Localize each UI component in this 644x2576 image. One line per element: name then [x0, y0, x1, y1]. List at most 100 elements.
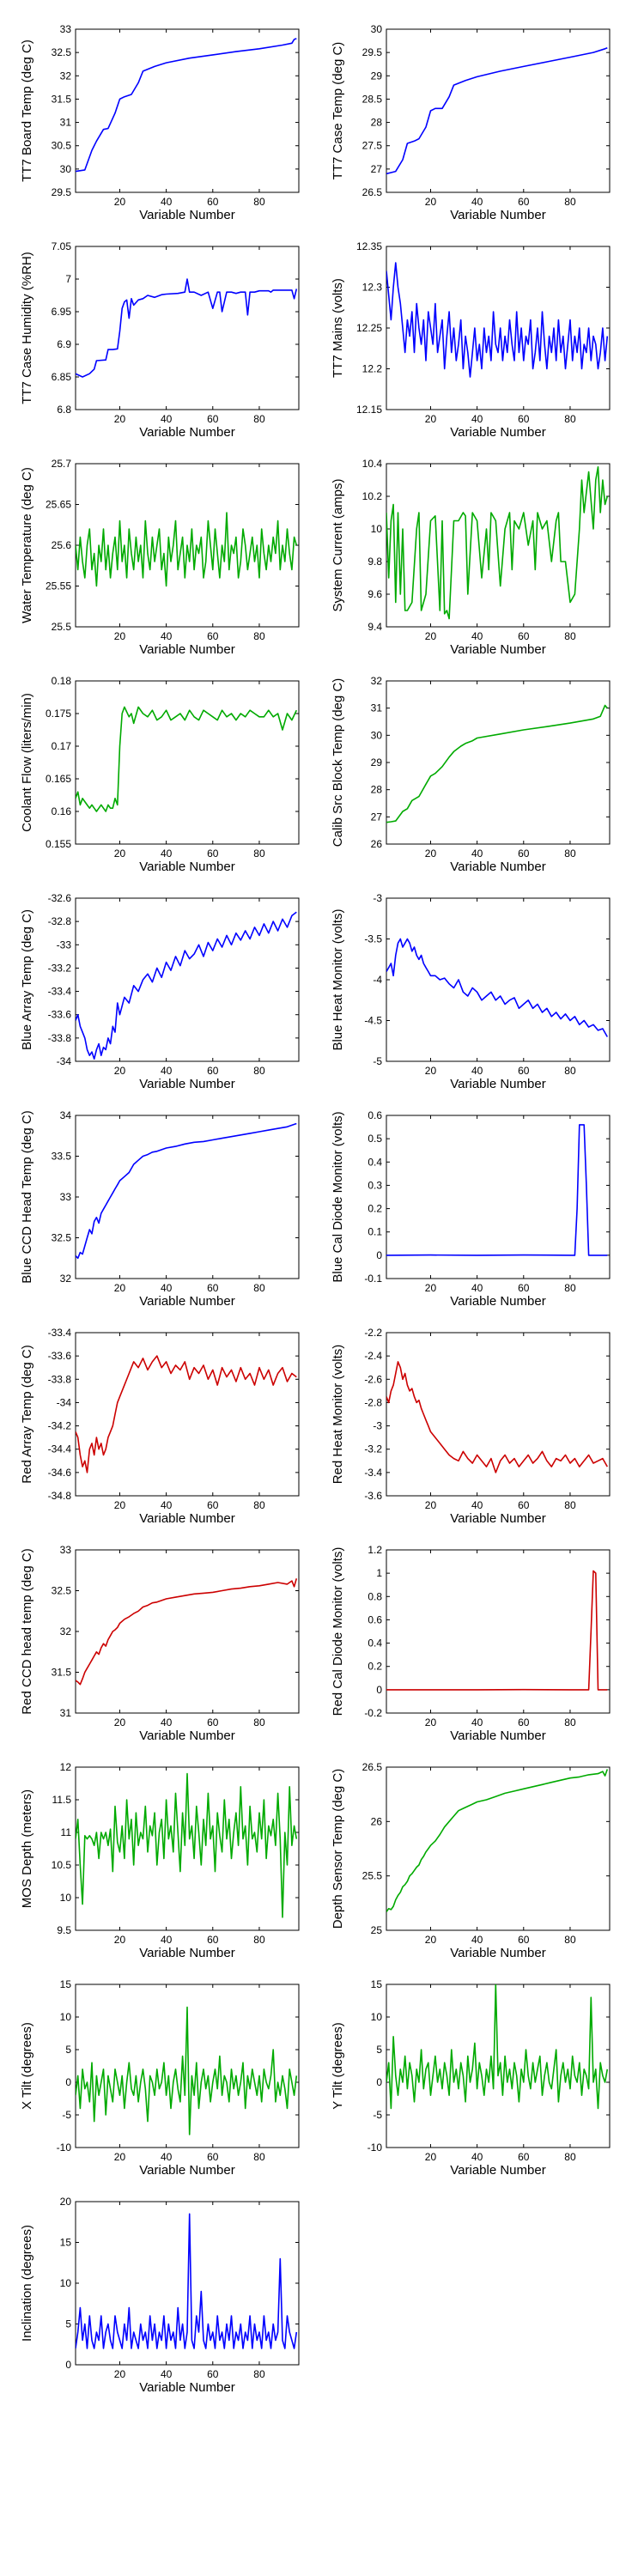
axes-frame — [386, 897, 611, 1062]
x-axis-label: Variable Number — [450, 1077, 545, 1091]
y-tick-label: -34.8 — [48, 1490, 72, 1502]
series-line — [76, 278, 298, 378]
y-tick-label: -5 — [373, 2109, 382, 2121]
y-tick-label: 0.16 — [52, 805, 72, 817]
x-tick-label: 60 — [207, 1499, 219, 1511]
y-tick-label: 9.5 — [57, 1924, 71, 1936]
y-tick-label: 0.3 — [368, 1179, 382, 1191]
y-tick-label: -2.6 — [364, 1373, 382, 1385]
y-tick-label: 34 — [60, 1109, 72, 1121]
y-tick-label: -34.2 — [48, 1420, 72, 1432]
series-line — [76, 706, 298, 812]
x-tick-label: 80 — [253, 413, 265, 425]
y-tick-label: 0.175 — [46, 708, 71, 720]
x-tick-label: 60 — [518, 630, 530, 642]
y-tick-label: 26.5 — [362, 186, 383, 198]
x-tick-label: 60 — [518, 196, 530, 208]
y-axis-label: Calib Src Block Temp (deg C) — [331, 678, 345, 847]
x-axis-label: Variable Number — [139, 1728, 234, 1743]
x-tick-label: 60 — [207, 413, 219, 425]
x-axis-label: Variable Number — [139, 1511, 234, 1526]
axes-frame — [386, 246, 611, 410]
y-tick-label: 25.6 — [52, 539, 72, 551]
x-tick-label: 60 — [518, 848, 530, 860]
axes-frame — [386, 1766, 611, 1931]
y-tick-label: -2.2 — [364, 1327, 382, 1339]
x-tick-label: 40 — [471, 1065, 483, 1077]
x-tick-label: 20 — [114, 1282, 126, 1294]
x-tick-label: 40 — [161, 196, 173, 208]
x-tick-label: 20 — [425, 2151, 437, 2163]
y-tick-label: 0 — [65, 2076, 71, 2088]
x-tick-label: 80 — [564, 630, 576, 642]
y-tick-label: 11 — [61, 1826, 72, 1838]
y-tick-label: 32.5 — [52, 1585, 72, 1597]
y-tick-label: -33.4 — [48, 1327, 72, 1339]
y-tick-label: -34.6 — [48, 1467, 72, 1479]
y-tick-label: -3.2 — [364, 1443, 382, 1455]
x-tick-label: 80 — [253, 630, 265, 642]
y-tick-label: 30.5 — [52, 140, 72, 152]
x-tick-label: 40 — [161, 1499, 173, 1511]
y-axis-label: Coolant Flow (liters/min) — [20, 693, 34, 832]
x-tick-label: 20 — [114, 1716, 126, 1728]
y-tick-label: 10 — [60, 1892, 72, 1904]
y-tick-label: -34 — [57, 1396, 72, 1408]
x-tick-label: 20 — [425, 1716, 437, 1728]
x-tick-label: 60 — [207, 196, 219, 208]
y-tick-label: -3.4 — [364, 1467, 382, 1479]
y-tick-label: -33.8 — [48, 1032, 72, 1044]
x-tick-label: 60 — [518, 1934, 530, 1946]
axes-frame — [75, 1332, 300, 1497]
x-axis-label: Variable Number — [450, 208, 545, 222]
x-axis-label: Variable Number — [139, 642, 234, 657]
series-line — [386, 704, 608, 823]
y-tick-label: 31.5 — [52, 93, 72, 105]
y-tick-label: -32.8 — [48, 915, 72, 927]
y-axis-label: TT7 Case Temp (deg C) — [331, 42, 345, 180]
axes-frame — [75, 1549, 300, 1714]
y-tick-label: 6.8 — [57, 404, 71, 416]
y-tick-label: 27 — [371, 163, 383, 175]
y-tick-label: 10.2 — [362, 490, 383, 502]
y-tick-label: 26 — [371, 838, 383, 850]
axes-frame — [386, 28, 611, 193]
y-tick-label: 28 — [371, 117, 383, 129]
axes-frame — [75, 2201, 300, 2366]
y-tick-label: 0.18 — [52, 675, 72, 687]
x-tick-label: 20 — [425, 1934, 437, 1946]
y-tick-label: -2.4 — [364, 1350, 382, 1362]
y-tick-label: 10 — [60, 2277, 72, 2289]
y-tick-label: 32 — [60, 70, 72, 82]
x-tick-label: 40 — [161, 1934, 173, 1946]
y-axis-label: Depth Sensor Temp (deg C) — [331, 1769, 345, 1929]
x-tick-label: 20 — [425, 196, 437, 208]
y-tick-label: 10 — [371, 2011, 383, 2023]
y-tick-label: 12.2 — [362, 363, 383, 375]
y-tick-label: 0.2 — [368, 1203, 382, 1215]
y-axis-label: Blue Array Temp (deg C) — [20, 909, 34, 1050]
x-tick-label: 40 — [471, 630, 483, 642]
x-tick-label: 80 — [253, 1282, 265, 1294]
y-tick-label: 25.5 — [362, 1870, 383, 1882]
y-tick-label: 15 — [60, 1978, 72, 1990]
x-axis-label: Variable Number — [139, 1946, 234, 1960]
x-axis-label: Variable Number — [139, 1294, 234, 1309]
y-tick-label: 7.05 — [52, 240, 72, 252]
y-tick-label: 0.6 — [368, 1109, 382, 1121]
chart-12: 20 40 60 80 -0.1 0 0.1 0.2 0.3 0.4 0.5 0.6 Variable … — [331, 1109, 611, 1309]
y-tick-label: 0.4 — [368, 1637, 382, 1649]
axes-frame — [75, 28, 300, 193]
series-line — [76, 1355, 297, 1473]
x-tick-label: 20 — [114, 1065, 126, 1077]
series-line — [386, 46, 608, 175]
x-axis-label: Variable Number — [450, 860, 545, 874]
x-tick-label: 20 — [114, 1499, 126, 1511]
y-tick-label: 0 — [376, 1684, 382, 1696]
axes-frame — [75, 897, 300, 1062]
y-tick-label: 30 — [371, 23, 383, 35]
x-axis-label: Variable Number — [450, 425, 545, 440]
y-tick-label: 32 — [371, 675, 383, 687]
y-tick-label: -0.1 — [364, 1273, 382, 1285]
series-line — [386, 1984, 609, 2110]
